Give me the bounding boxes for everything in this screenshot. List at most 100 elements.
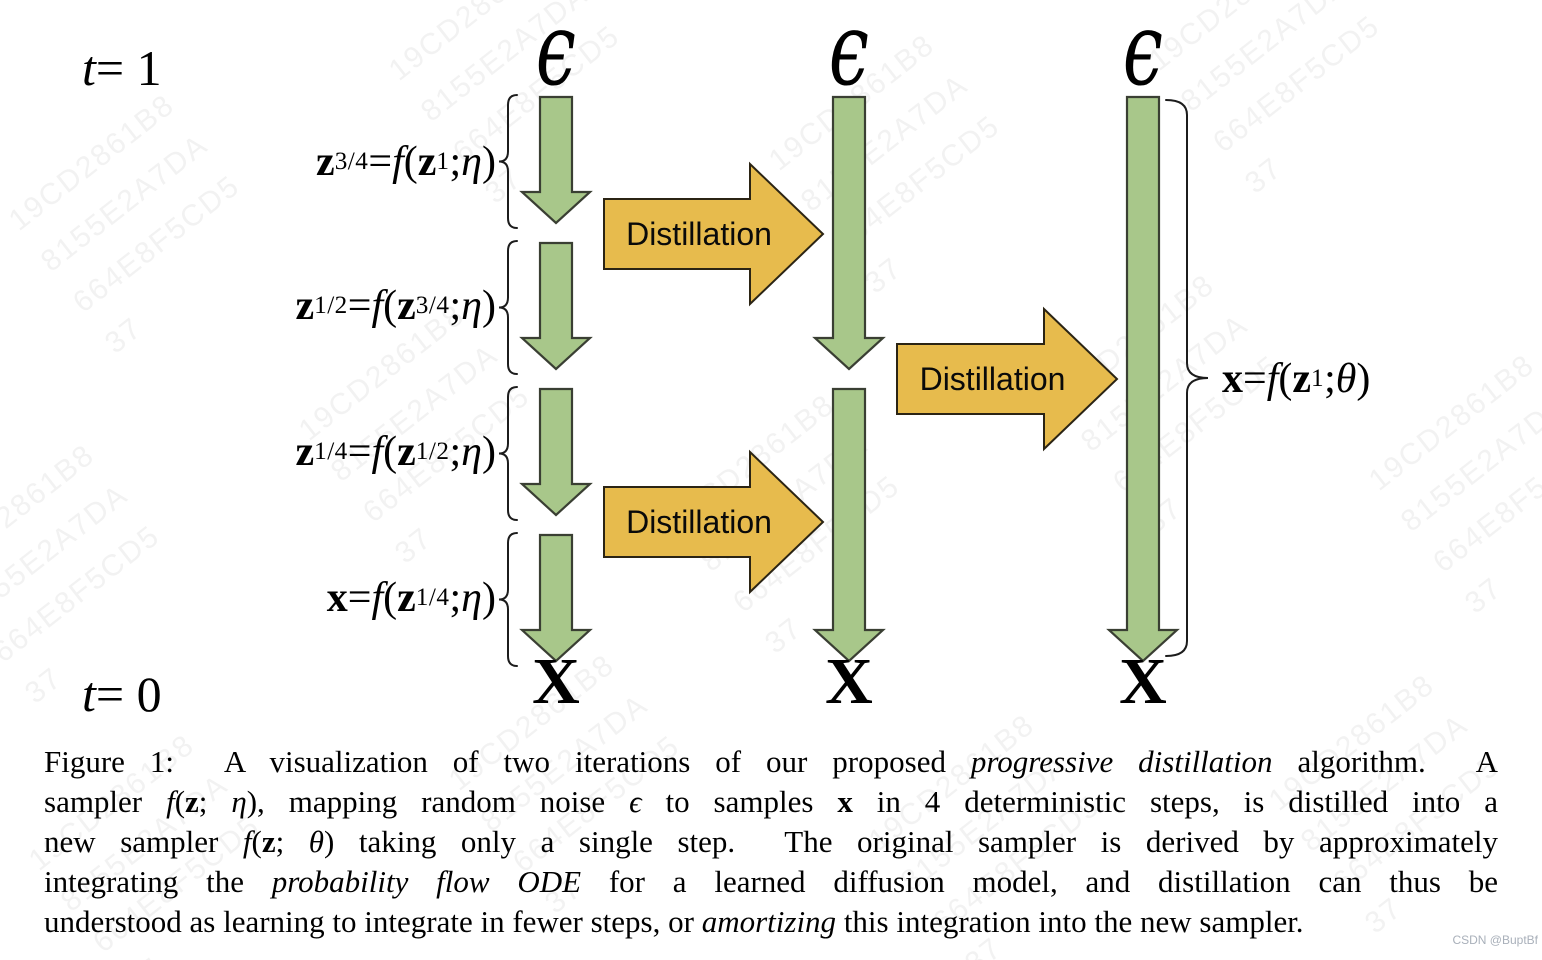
time-label-t1: t = 1	[82, 40, 232, 96]
distillation-arrow	[896, 306, 1119, 452]
text-segment: z	[397, 429, 416, 475]
denoise-step-arrow	[812, 387, 886, 663]
sample-symbol-col2: X	[825, 645, 873, 718]
text-segment: integrating the	[44, 864, 272, 899]
text-segment: =	[347, 283, 372, 329]
step-brace	[498, 386, 518, 521]
text-segment: this integration into the new sampler.	[836, 904, 1304, 939]
text-segment: )	[482, 575, 496, 621]
step-equation-x: x = f(z 1/4; η)	[76, 572, 496, 624]
text-segment: z	[417, 139, 437, 185]
text-segment: η	[231, 784, 247, 819]
denoise-step-arrow	[519, 241, 593, 371]
denoise-step-arrow	[812, 95, 886, 371]
text-segment: x	[1222, 356, 1243, 402]
text-segment: η	[461, 139, 482, 185]
csdn-credit-watermark: CSDN @BuptBf	[1452, 933, 1538, 947]
text-segment: = 0	[95, 666, 162, 722]
caption-line: new sampler f(z; θ) taking only a single…	[44, 822, 1498, 862]
distillation-arrow-label: Distillation	[626, 504, 772, 540]
progressive-distillation-diagram: Distillation Distillation Distillation	[498, 94, 1209, 667]
text-segment: new sampler	[44, 824, 243, 859]
text-segment: )	[1356, 356, 1371, 402]
denoise-step-arrow	[519, 95, 593, 225]
text-segment: η	[461, 575, 482, 621]
text-segment: θ	[308, 824, 325, 859]
text-segment: z	[295, 283, 315, 329]
noise-symbol-col1: ϵ	[535, 0, 577, 109]
text-segment: z	[295, 429, 315, 475]
text-segment: understood as learning to integrate in f…	[44, 904, 702, 939]
text-segment: =	[347, 575, 372, 621]
sample-symbol-col1: X	[532, 645, 580, 718]
text-segment: algorithm. A	[1272, 744, 1499, 779]
distillation-arrow-label: Distillation	[626, 216, 772, 252]
text-segment: η	[461, 283, 482, 329]
text-segment: =	[368, 139, 393, 185]
text-segment: =	[347, 429, 372, 475]
text-segment: ϵ	[629, 784, 642, 819]
caption-line: understood as learning to integrate in f…	[44, 902, 1498, 942]
noise-symbol-col2: ϵ	[828, 0, 870, 109]
sample-symbol-col3: X	[1119, 645, 1167, 718]
distillation-arrow-label: Distillation	[920, 361, 1066, 397]
text-segment: η	[461, 429, 482, 475]
text-segment: (	[251, 824, 262, 859]
text-segment: probability flow ODE	[271, 864, 582, 899]
text-segment: f	[371, 429, 384, 475]
text-segment: z	[397, 283, 416, 329]
text-segment: for a learned diffusion model, and disti…	[581, 864, 1498, 899]
distillation-arrow	[603, 449, 825, 595]
text-segment: f	[371, 575, 384, 621]
caption-line: sampler f(z; η), mapping random noise ϵ …	[44, 782, 1498, 822]
text-segment: ;	[449, 283, 462, 329]
step-brace	[498, 94, 518, 229]
text-segment: 1	[1311, 365, 1325, 392]
text-segment: )	[482, 139, 496, 185]
text-segment: f	[371, 283, 384, 329]
denoise-step-arrow	[519, 387, 593, 517]
step-equation-z14: z 1/4 = f(z 1/2; η)	[76, 426, 496, 478]
text-segment: Figure 1: A visualization of two iterati…	[44, 744, 971, 779]
text-segment: =	[1243, 356, 1267, 402]
step-brace	[498, 240, 518, 375]
text-segment: ;	[449, 575, 462, 621]
denoise-step-arrow	[519, 533, 593, 663]
text-segment: (	[174, 784, 186, 819]
text-segment: ;	[449, 429, 462, 475]
text-segment: f	[1266, 356, 1279, 402]
text-segment: ;	[449, 139, 462, 185]
text-segment: (	[403, 139, 418, 185]
distillation-arrow	[603, 161, 825, 307]
text-segment: f	[242, 824, 252, 859]
text-segment: in 4 deterministic steps, is distilled i…	[852, 784, 1498, 819]
text-segment: z	[185, 784, 199, 819]
denoise-step-arrow	[1106, 95, 1180, 663]
text-segment: ) taking only a single step. The origina…	[324, 824, 1498, 859]
text-segment: θ	[1335, 356, 1357, 402]
text-segment: 1/2	[415, 438, 450, 465]
text-segment: ;	[198, 784, 232, 819]
text-segment: = 1	[95, 40, 162, 96]
figure-caption: Figure 1: A visualization of two iterati…	[44, 742, 1498, 942]
text-segment: z	[261, 824, 276, 859]
text-segment: (	[383, 429, 398, 475]
text-segment: amortizing	[701, 904, 837, 939]
text-segment: f	[166, 784, 175, 819]
text-segment: sampler	[44, 784, 167, 819]
text-segment: 1	[436, 148, 450, 175]
text-segment: (	[383, 575, 398, 621]
text-segment: ;	[1324, 356, 1336, 402]
text-segment: z	[316, 139, 335, 185]
text-segment: progressive distillation	[970, 744, 1273, 779]
text-segment: )	[482, 283, 496, 329]
single-step-brace	[1165, 99, 1209, 657]
text-segment: x	[326, 575, 348, 621]
caption-line: Figure 1: A visualization of two iterati…	[44, 742, 1498, 782]
text-segment: ;	[275, 824, 309, 859]
text-segment: )	[482, 429, 496, 475]
text-segment: (	[383, 283, 398, 329]
step-brace	[498, 532, 518, 667]
distilled-sampler-equation: x = f(z 1; θ)	[1222, 352, 1370, 406]
